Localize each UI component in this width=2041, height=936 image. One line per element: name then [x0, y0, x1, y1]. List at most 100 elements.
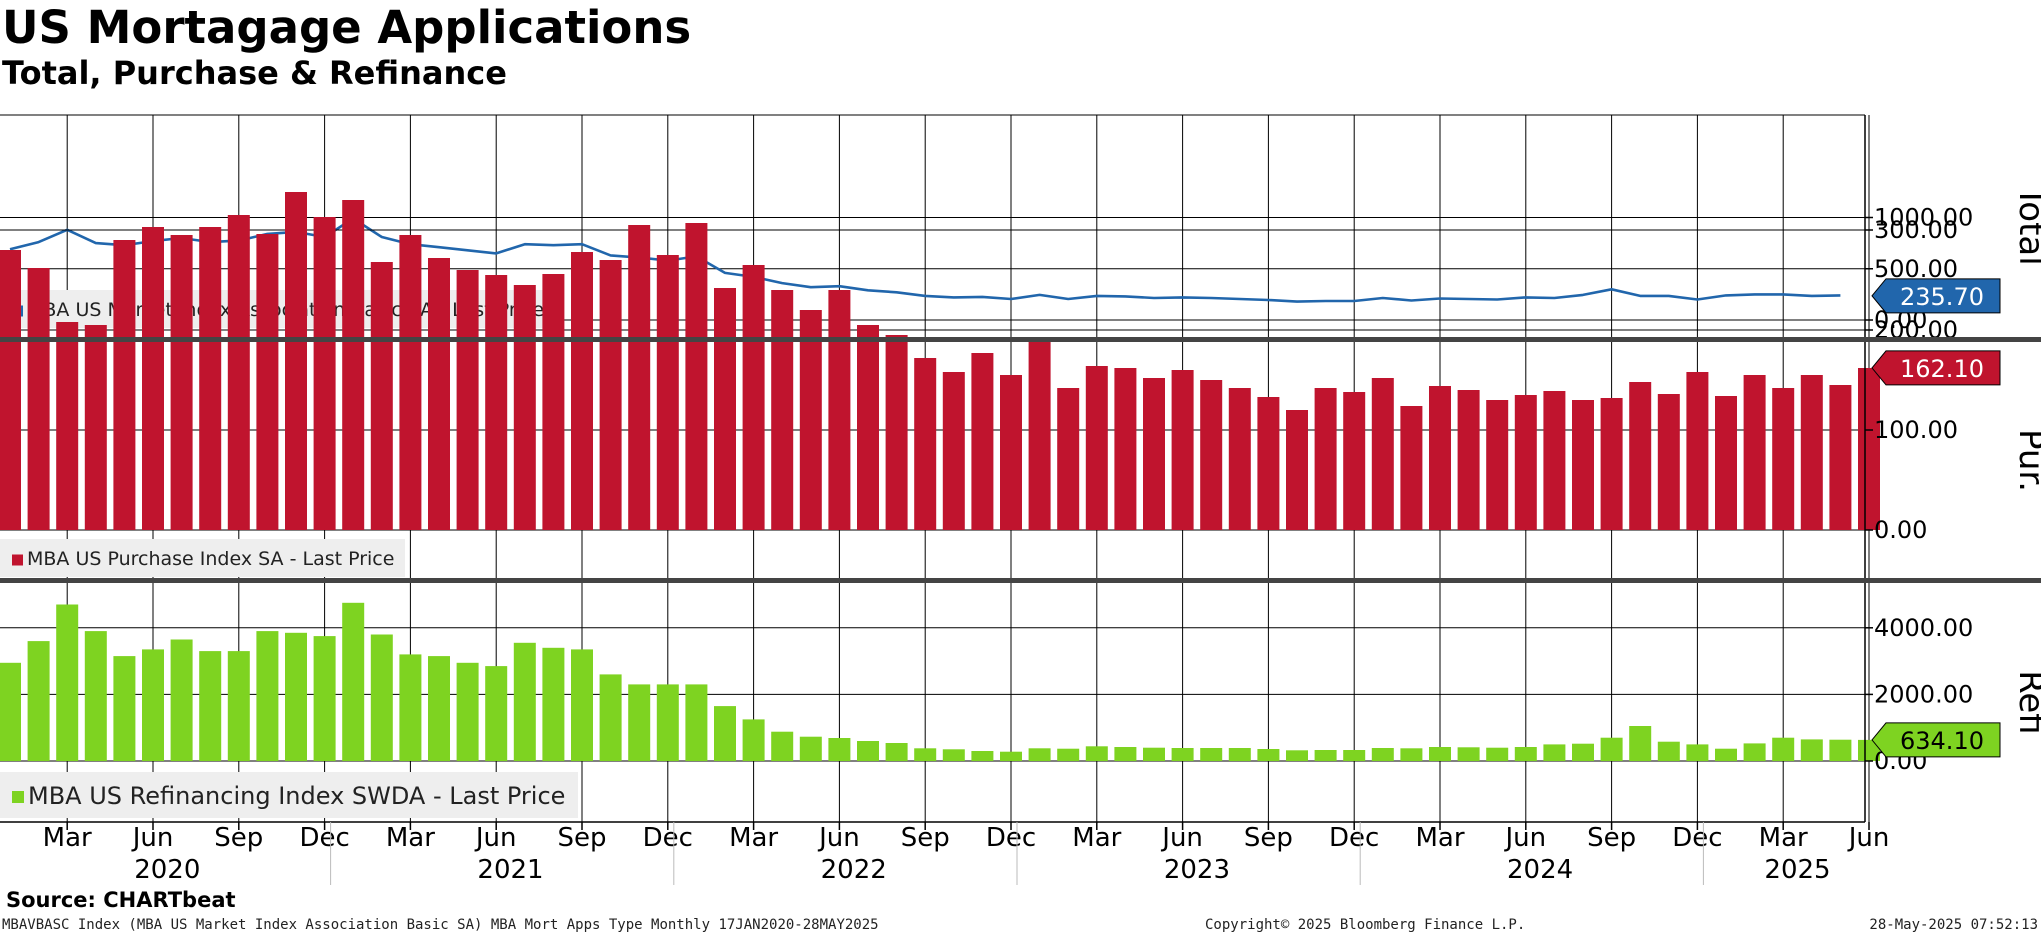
- purchase-bar: [685, 223, 708, 530]
- purchase-bar: [1429, 386, 1451, 530]
- refi-bar: [1400, 748, 1423, 761]
- legend-swatch: [12, 554, 23, 566]
- purchase-bar: [1143, 378, 1165, 530]
- legend-label: MBA US Purchase Index SA - Last Price: [27, 548, 394, 570]
- purchase-bar: [1400, 406, 1423, 530]
- panel-name-label: Pur.: [2011, 429, 2041, 492]
- refi-bar: [1000, 751, 1022, 761]
- x-month-label: Dec: [1672, 823, 1722, 853]
- last-value-label: 634.10: [1900, 727, 1984, 755]
- legend-swatch: [12, 791, 24, 803]
- footer-index-description: MBAVBASC Index (MBA US Market Index Asso…: [2, 917, 879, 933]
- purchase-bar: [542, 274, 565, 530]
- refi-bar: [1286, 750, 1308, 761]
- refi-bar: [84, 631, 107, 761]
- refi-bar: [1572, 743, 1594, 761]
- refi-bar: [942, 749, 965, 761]
- refi-bar: [456, 662, 479, 761]
- purchase-bar: [285, 192, 307, 530]
- x-year-label: 2025: [1764, 855, 1830, 885]
- x-month-label: Mar: [1072, 823, 1121, 853]
- refi-bar: [313, 636, 336, 761]
- legend-box: [0, 772, 578, 818]
- x-month-label: Dec: [1329, 823, 1379, 853]
- x-year-label: 2021: [477, 855, 543, 885]
- refi-bar: [1715, 748, 1737, 761]
- purchase-bar: [1800, 375, 1823, 530]
- panel-separator: [0, 578, 2041, 583]
- x-month-label: Mar: [1415, 823, 1464, 853]
- refi-bar: [1343, 750, 1366, 761]
- refi-bar: [1657, 741, 1680, 761]
- x-month-label: Jun: [1503, 823, 1546, 853]
- x-month-label: Sep: [1244, 823, 1293, 853]
- refi-bar: [1514, 747, 1537, 761]
- purchase-bar: [914, 358, 937, 530]
- purchase-bar: [1600, 398, 1623, 530]
- purchase-bar: [1057, 388, 1080, 530]
- source-label: Source: CHARTbeat: [6, 888, 236, 912]
- refi-bar: [1743, 743, 1766, 761]
- x-month-label: Jun: [131, 823, 174, 853]
- refi-bar: [914, 748, 937, 761]
- refi-bar: [857, 741, 879, 761]
- refi-bar: [485, 666, 508, 761]
- purchase-bar: [1858, 368, 1880, 530]
- refi-bar: [428, 656, 450, 761]
- x-month-label: Sep: [557, 823, 606, 853]
- panel-separator: [0, 337, 2041, 342]
- refi-bar: [1257, 749, 1280, 761]
- refi-bar: [1543, 744, 1566, 761]
- refi-bar: [1858, 739, 1880, 761]
- purchase-bar: [885, 335, 908, 530]
- refi-bar: [113, 656, 136, 761]
- purchase-bar: [599, 260, 622, 530]
- last-value-label: 162.10: [1900, 355, 1984, 383]
- purchase-bar: [1486, 400, 1509, 530]
- x-month-label: Dec: [986, 823, 1036, 853]
- chart-title: US Mortagage Applications: [2, 1, 692, 54]
- last-value-badge: [1871, 722, 2001, 758]
- purchase-bar: [628, 225, 651, 530]
- refi-bar: [1800, 739, 1823, 761]
- y-tick-label: 500.00: [1874, 255, 1958, 283]
- refi-bar: [971, 751, 994, 761]
- refi-bar: [1200, 748, 1223, 761]
- refi-bar: [56, 604, 79, 761]
- refi-bar: [599, 674, 622, 761]
- purchase-bar: [1457, 390, 1480, 530]
- purchase-bar: [1514, 395, 1537, 530]
- x-month-label: Sep: [214, 823, 263, 853]
- x-year-label: 2024: [1507, 855, 1573, 885]
- refi-bar: [742, 719, 765, 761]
- refi-bar: [656, 684, 679, 761]
- refi-bar: [1114, 747, 1137, 761]
- y-tick-label: 0.00: [1874, 516, 1927, 544]
- purchase-bar: [1257, 397, 1280, 530]
- purchase-bar: [1228, 388, 1251, 530]
- x-month-label: Mar: [43, 823, 92, 853]
- footer-timestamp: 28-May-2025 07:52:13: [1869, 917, 2038, 933]
- refi-bar: [885, 743, 908, 761]
- purchase-bar: [84, 325, 107, 530]
- x-month-label: Dec: [299, 823, 349, 853]
- purchase-bar: [27, 268, 50, 530]
- refi-bar: [1629, 726, 1652, 761]
- purchase-bar: [971, 353, 994, 530]
- purchase-bar: [1629, 382, 1652, 530]
- purchase-bar: [1114, 368, 1137, 530]
- y-tick-label: 100.00: [1874, 416, 1958, 444]
- refi-bar: [1228, 748, 1251, 761]
- refi-bar: [799, 736, 822, 761]
- refi-bar: [1143, 747, 1165, 761]
- purchase-bar: [656, 255, 679, 530]
- purchase-bar: [1171, 370, 1194, 530]
- purchase-bar: [170, 235, 193, 530]
- purchase-bar: [742, 265, 765, 530]
- purchase-bar: [199, 227, 222, 530]
- legend-label: MBA US Refinancing Index SWDA - Last Pri…: [28, 782, 565, 810]
- refi-bar: [227, 651, 250, 761]
- purchase-bar: [370, 262, 393, 530]
- refi-bar: [370, 634, 393, 761]
